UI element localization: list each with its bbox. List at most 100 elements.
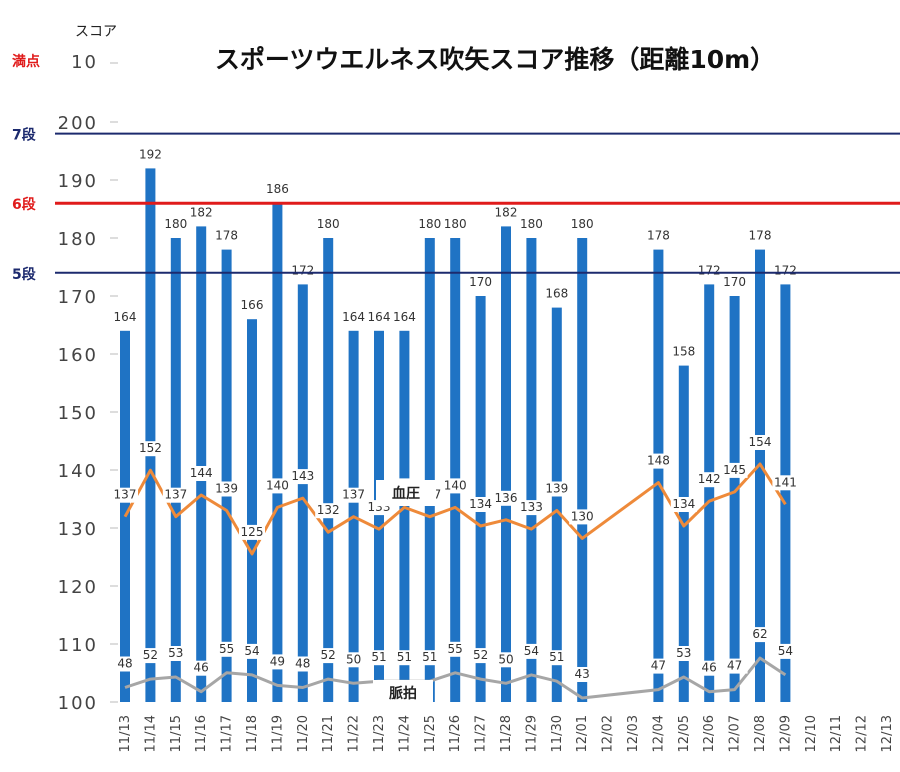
x-tick-label: 12/04 [651,715,666,752]
blood-pressure-label: 137 [164,488,187,502]
blood-pressure-label-bg [747,435,773,450]
perfect-score-note: 満点 [12,53,40,70]
x-tick-label: 12/02 [601,715,616,752]
blood-pressure-label-bg [467,497,494,512]
score-bars [120,168,791,702]
score-label: 178 [647,229,670,243]
blood-pressure-label: 141 [774,475,797,489]
y-tick-label: 140 [58,461,98,482]
blood-pressure-label-bg [137,441,164,457]
blood-pressure-label-bg [442,478,469,494]
pulse-label: 49 [270,654,285,668]
score-bar [501,226,511,702]
pulse-label: 52 [143,648,158,662]
x-tick-label: 11/27 [474,715,489,752]
x-tick-label: 11/13 [118,715,133,752]
blood-pressure-line [123,462,787,556]
y-tick-label: 120 [58,577,98,598]
pulse-label-bg [264,654,291,670]
pulse-label-bg [645,658,672,674]
y-tick-label: 160 [58,345,98,366]
x-tick-label: 12/08 [753,715,768,752]
x-tick-label: 12/05 [677,715,692,752]
score-bar [272,203,283,702]
score-label: 180 [317,217,340,231]
score-bar [399,330,410,702]
pulse-label: 52 [473,648,488,662]
blood-pressure-label: 140 [266,478,289,492]
blood-pressure-label-bg [340,487,367,503]
series-name: 脈拍 [389,685,417,702]
score-label: 180 [164,217,187,231]
blood-pressure-label: 148 [647,454,670,468]
x-tick-label: 11/30 [550,715,565,752]
score-bar [678,365,689,702]
x-tick-label: 11/16 [194,715,209,752]
y-tick-label: 130 [58,519,98,540]
blood-pressure-label-bg [493,490,519,506]
chart-title: スポーツウエルネス吹矢スコア推移（距離10m） [215,45,775,74]
pulse-label: 48 [295,657,310,671]
y-tick-label: 100 [58,693,98,714]
x-tick-label: 12/07 [728,715,743,752]
pulse-label: 47 [727,659,742,673]
x-tick-label: 11/28 [499,715,514,752]
score-bar [450,238,461,702]
pulse-label: 53 [676,646,691,660]
pulse-label-bg [188,660,215,676]
blood-pressure-label-bg [721,462,748,478]
blood-pressure-label-bg [645,453,672,469]
pulse-label: 51 [549,650,564,664]
pulse-label: 52 [321,648,336,662]
reference-lines: 7段 6段 5段 [12,127,900,283]
x-tick-label: 11/29 [524,715,539,752]
top-tick-label: 10 [71,52,98,73]
pulse-label: 48 [117,657,132,671]
blood-pressure-label-bg [188,466,215,481]
blood-pressure-label-bg [264,478,291,494]
blood-pressure-label-bg [543,481,570,497]
score-bar [145,168,156,702]
score-label: 172 [698,263,721,277]
blood-pressure-label: 132 [317,503,340,517]
blood-pressure-label-bg [162,487,189,503]
score-label: 180 [520,217,543,231]
blood-pressure-label: 140 [444,478,467,492]
x-tick-label: 12/10 [804,715,819,752]
score-bar [196,226,207,702]
x-tick-label: 11/18 [245,715,260,752]
y-tick-label: 190 [58,171,98,192]
x-tick-label: 11/22 [347,715,362,752]
pulse-label-bg [137,648,164,664]
score-label: 172 [774,263,797,277]
y-axis-ticks: 100 110 120 130 140 150 160 170 180 190 200 [58,113,118,714]
pulse-label-bg [467,648,494,664]
score-label: 172 [291,263,314,277]
blood-pressure-label-bg [315,503,342,519]
score-label: 180 [571,217,594,231]
score-bar [297,284,308,702]
x-tick-label: 12/11 [829,715,844,752]
score-bar [755,249,765,702]
pulse-label: 55 [448,642,463,656]
x-tick-label: 11/14 [143,715,158,752]
pulse-label: 43 [575,667,590,681]
pulse-label-bg [239,643,265,659]
pulse-label-bg [569,667,596,682]
blood-pressure-label-bg [289,469,316,485]
pulse-label-bg [213,641,240,657]
score-bar [247,319,257,702]
score-bar [374,330,384,702]
blood-pressure-label: 134 [672,497,695,511]
score-bar [221,249,232,702]
pulse-label-bg [112,656,138,672]
x-tick-label: 11/21 [321,715,336,752]
pulse-label: 46 [194,661,209,675]
score-label: 178 [215,229,238,243]
score-label: 164 [368,310,391,324]
blood-pressure-label: 130 [571,509,594,523]
x-tick-label: 11/26 [448,715,463,752]
pulse-label-bg [340,652,367,668]
